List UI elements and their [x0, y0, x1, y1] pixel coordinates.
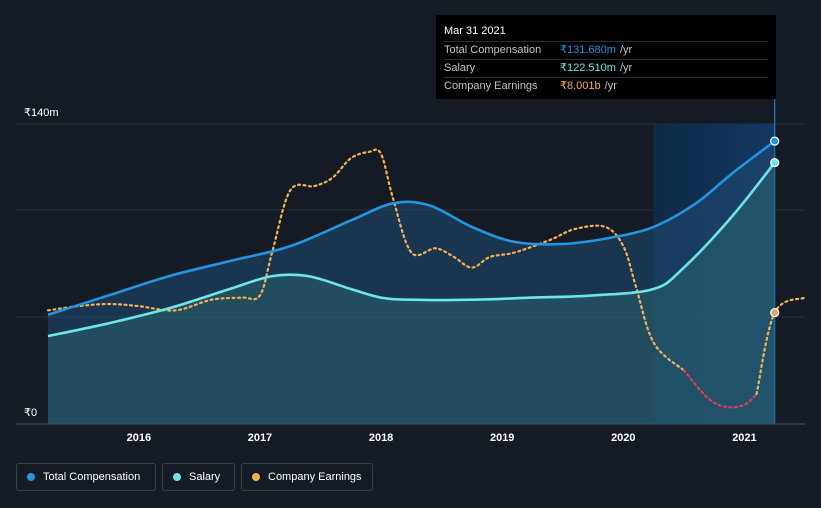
y-tick-label-zero: ₹0 [24, 407, 38, 419]
tooltip-label: Salary [444, 62, 476, 74]
x-tick-label: 2016 [127, 432, 151, 444]
legend-dot-icon [27, 473, 35, 481]
legend-label: Salary [189, 471, 221, 483]
marker-company-earnings [770, 307, 780, 318]
x-tick-label: 2021 [732, 432, 756, 444]
series-areas [48, 141, 775, 424]
area-total-compensation [48, 141, 775, 424]
tooltip: Mar 31 2021 Total Compensation ₹131.680m… [436, 15, 776, 99]
x-tick-label: 2017 [248, 432, 272, 444]
tooltip-date: Mar 31 2021 [444, 25, 506, 37]
line-total-compensation [47, 140, 776, 316]
legend: Total Compensation Salary Company Earnin… [16, 463, 373, 491]
x-tick-label: 2020 [611, 432, 635, 444]
x-tick-label: 2018 [369, 432, 393, 444]
tooltip-row-total-compensation: Total Compensation ₹131.680m /yr [444, 41, 768, 59]
tooltip-value: ₹131.680m [560, 44, 616, 56]
legend-label: Company Earnings [268, 471, 362, 483]
tooltip-row-salary: Salary ₹122.510m /yr [444, 59, 768, 77]
tooltip-value: ₹8.001b [560, 80, 601, 92]
marker-total-compensation [770, 136, 780, 146]
tooltip-label: Total Compensation [444, 44, 542, 56]
legend-label: Total Compensation [43, 471, 141, 483]
legend-item-salary[interactable]: Salary [162, 463, 235, 491]
tooltip-unit: /yr [604, 80, 617, 92]
area-salary [48, 162, 775, 424]
tooltip-row-company-earnings: Company Earnings ₹8.001b /yr [444, 77, 768, 95]
legend-item-total-compensation[interactable]: Total Compensation [16, 463, 156, 491]
line-company-earnings [46, 148, 685, 372]
x-tick-label: 2019 [490, 432, 514, 444]
y-tick-label-max: ₹140m [24, 107, 59, 119]
tooltip-label: Company Earnings [444, 80, 538, 92]
line-company-earnings-negative [682, 369, 758, 409]
line-salary [47, 161, 776, 338]
tooltip-unit: /yr [619, 44, 633, 56]
marker-salary [770, 157, 780, 168]
tooltip-unit: /yr [619, 62, 633, 74]
legend-dot-icon [173, 473, 181, 481]
x-axis-tick-labels: 2016 2017 2018 2019 2020 2021 [127, 432, 757, 444]
tooltip-value: ₹122.510m [560, 62, 616, 74]
legend-dot-icon [252, 473, 260, 481]
legend-item-company-earnings[interactable]: Company Earnings [241, 463, 373, 491]
series-markers [770, 136, 780, 318]
